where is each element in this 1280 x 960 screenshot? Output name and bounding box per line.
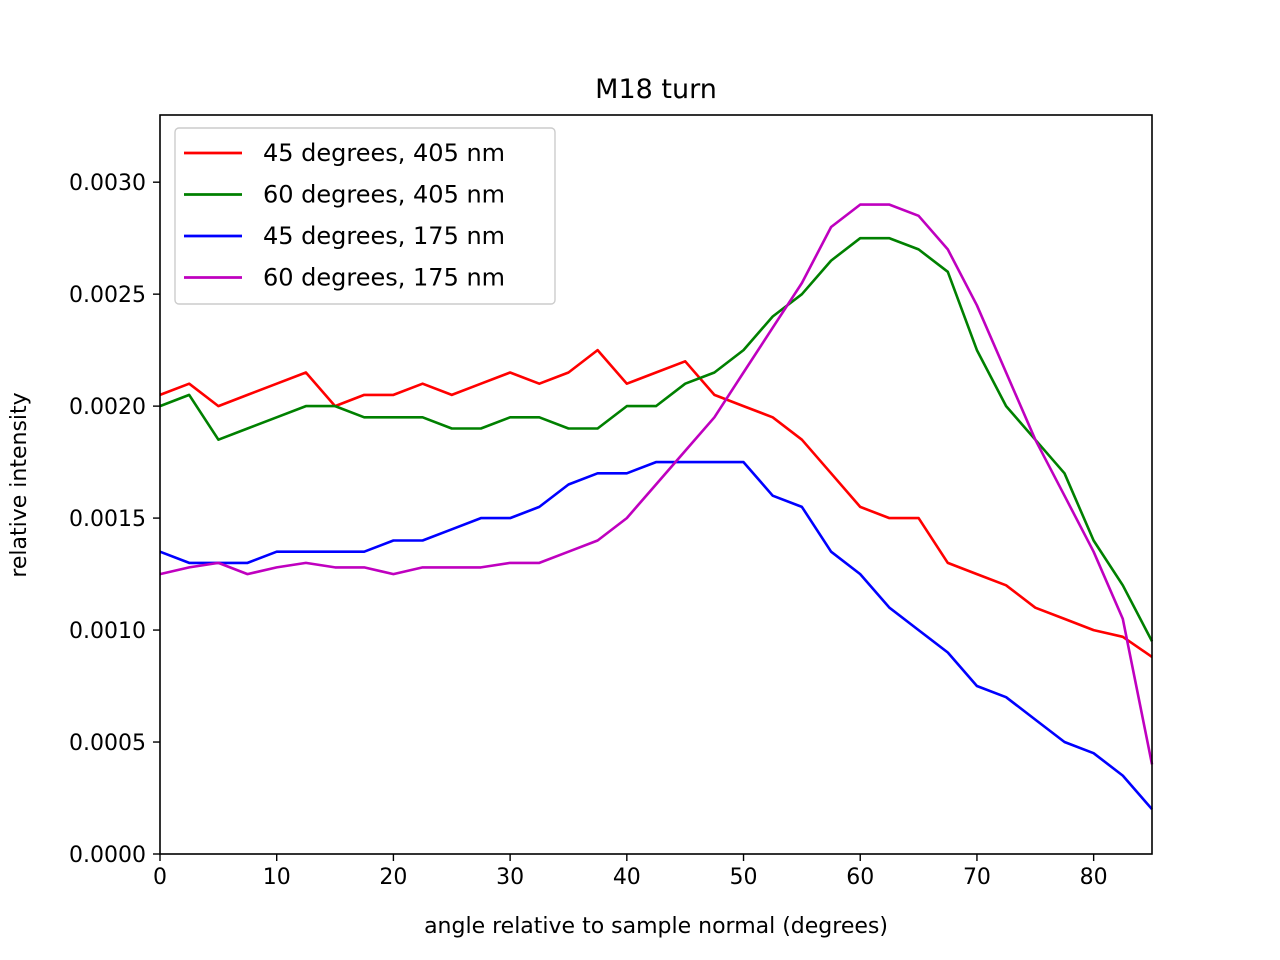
x-tick-label: 50 bbox=[730, 865, 758, 890]
y-tick-label: 0.0015 bbox=[69, 507, 146, 532]
chart-title: M18 turn bbox=[595, 74, 717, 105]
y-axis: 0.0000 0.0005 0.0010 0.0015 0.0020 0.0025 0.00… bbox=[69, 171, 160, 868]
x-tick-label: 80 bbox=[1080, 865, 1108, 890]
series-line-3 bbox=[159, 460, 1153, 811]
legend-label: 45 degrees, 175 nm bbox=[263, 222, 505, 250]
series-line-2 bbox=[159, 236, 1154, 642]
y-tick-label: 0.0030 bbox=[69, 171, 146, 196]
x-axis-title: angle relative to sample normal (degrees… bbox=[424, 914, 888, 939]
y-axis-title: relative intensity bbox=[7, 392, 32, 577]
legend: 45 degrees, 405 nm 60 degrees, 405 nm 45 d… bbox=[174, 127, 556, 305]
x-tick-label: 60 bbox=[846, 865, 874, 890]
x-tick-label: 30 bbox=[496, 865, 524, 890]
y-tick-label: 0.0025 bbox=[69, 283, 146, 308]
series-layer bbox=[159, 203, 1154, 811]
y-tick-label: 0.0005 bbox=[69, 731, 146, 756]
series-line-4 bbox=[159, 203, 1154, 765]
legend-label: 60 degrees, 175 nm bbox=[263, 264, 505, 292]
x-tick-label: 20 bbox=[379, 865, 407, 890]
x-tick-label: 10 bbox=[263, 865, 291, 890]
x-tick-label: 40 bbox=[613, 865, 641, 890]
plot-frame bbox=[159, 114, 1153, 855]
x-tick-label: 70 bbox=[963, 865, 991, 890]
y-tick-label: 0.0000 bbox=[69, 843, 146, 868]
legend-label: 60 degrees, 405 nm bbox=[263, 181, 505, 209]
x-axis: 0 10 20 30 40 50 60 70 80 bbox=[153, 854, 1108, 890]
legend-box bbox=[174, 127, 556, 305]
y-tick-label: 0.0020 bbox=[69, 395, 146, 420]
x-tick-label: 0 bbox=[153, 865, 167, 890]
y-tick-label: 0.0010 bbox=[69, 619, 146, 644]
series-line-1 bbox=[159, 348, 1153, 658]
legend-label: 45 degrees, 405 nm bbox=[263, 139, 505, 167]
